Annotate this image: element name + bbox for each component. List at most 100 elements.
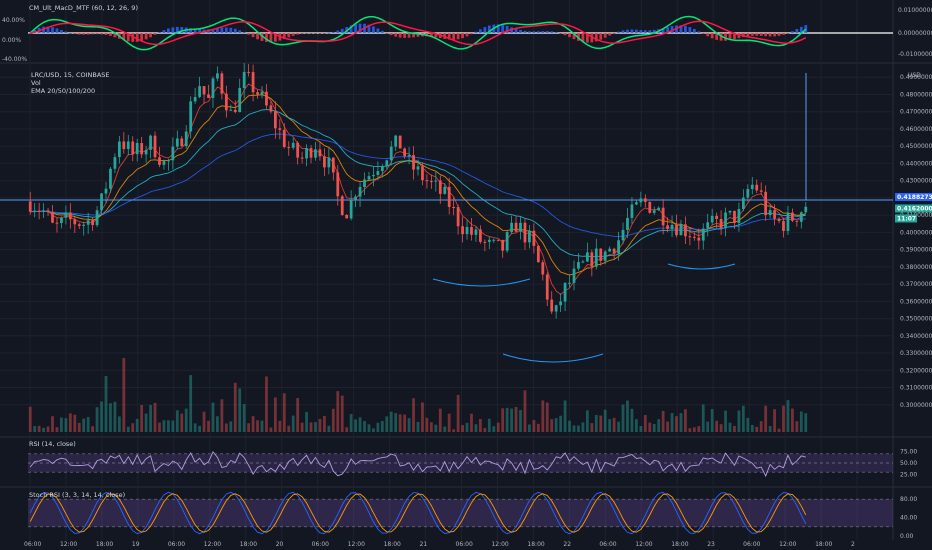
volume-bar (773, 409, 776, 432)
macd-histogram-bar (242, 32, 246, 33)
volume-bar (630, 408, 634, 432)
candle-body (82, 224, 86, 226)
macd-histogram-bar (260, 33, 264, 41)
volume-bar (452, 429, 456, 432)
macd-histogram-bar (724, 33, 727, 41)
pattern-arc (502, 353, 604, 363)
candle-body (86, 220, 90, 225)
volume-bar (523, 390, 527, 432)
macd-histogram-bar (599, 33, 603, 40)
macd-tick-label: -0.01000000 (898, 51, 932, 58)
volume-bar (291, 415, 295, 432)
volume-bar (171, 420, 175, 432)
price-tag (895, 192, 932, 201)
stoch-d-line (29, 493, 807, 533)
candle-body (229, 109, 233, 111)
volume-bar (724, 410, 727, 432)
volume-bar (122, 358, 126, 432)
candle-body (269, 105, 273, 112)
candle-body (648, 201, 652, 213)
candle-body (626, 217, 629, 230)
volume-bar (60, 417, 63, 432)
ema-label: EMA 20/50/100/200 (31, 87, 95, 95)
candle-body (202, 86, 206, 95)
candle-body (300, 157, 304, 159)
candle-body (768, 210, 772, 216)
macd-histogram-bar (630, 29, 634, 33)
volume-bar (193, 423, 197, 432)
volume-bar (398, 414, 402, 432)
rsi-tick-label: 75.00 (900, 449, 917, 456)
macd-histogram-bar (220, 27, 224, 33)
macd-histogram-bar (479, 29, 482, 33)
candle-body (380, 166, 384, 172)
candle-body (104, 188, 108, 194)
volume-bar (260, 420, 264, 432)
macd-histogram-bar (684, 25, 687, 33)
volume-bar (528, 424, 531, 432)
candle-body (171, 146, 175, 161)
rsi-tick-label: 25.00 (900, 472, 917, 479)
candle-body (323, 156, 326, 168)
macd-left-tick-label: 0.00% (2, 37, 21, 44)
macd-histogram-bar (224, 27, 228, 33)
volume-bar (184, 408, 188, 432)
volume-bar (559, 415, 563, 432)
macd-histogram-bar (465, 33, 469, 37)
macd-histogram-bar (86, 33, 90, 35)
candle-body (233, 109, 237, 113)
macd-histogram-bar (456, 33, 460, 40)
macd-histogram-bar (786, 33, 790, 34)
main-price-pane (0, 63, 893, 432)
volume-bar (385, 416, 389, 432)
volume-bar (345, 427, 349, 432)
candle-body (211, 78, 215, 98)
candle-body (265, 91, 268, 106)
macd-histogram-bar (305, 33, 308, 34)
macd-histogram-bar (733, 33, 736, 40)
macd-histogram-bar (180, 26, 184, 33)
volume-bar (492, 426, 496, 432)
candle-body (60, 217, 63, 224)
macd-histogram-bar (367, 24, 371, 33)
volume-bar (626, 400, 629, 432)
macd-histogram-bar (496, 24, 500, 33)
candle-body (741, 197, 745, 210)
volume-bar (282, 393, 286, 432)
macd-histogram-bar (162, 30, 166, 33)
time-tick-label: 19 (132, 541, 140, 548)
macd-histogram-bar (198, 29, 201, 33)
macd-histogram-bar (100, 33, 103, 35)
candle-body (296, 142, 300, 158)
macd-histogram-bar (323, 33, 326, 34)
candle-body (657, 207, 661, 211)
macd-left-tick-label: -40.00% (2, 56, 27, 63)
volume-bar (737, 410, 741, 432)
macd-histogram-bar (380, 30, 384, 33)
volume-bar (487, 418, 491, 432)
macd-histogram-bar (193, 28, 197, 33)
candle-body (519, 222, 522, 232)
volume-label: Vol (31, 79, 41, 87)
time-tick-label: 06:00 (743, 541, 760, 548)
candle-body (117, 141, 121, 158)
candle-body (456, 207, 460, 227)
candle-body (492, 239, 496, 241)
candle-body (701, 228, 705, 241)
candle-body (563, 283, 567, 302)
macd-histogram-bar (77, 33, 81, 35)
candle-body (621, 229, 625, 241)
volume-bar (314, 422, 317, 432)
macd-histogram-bar (64, 31, 68, 33)
candle-body (697, 237, 701, 241)
macd-histogram-bar (541, 31, 545, 33)
macd-title: CM_Ult_MacD_MTF (60, 12, 26, 9) (29, 4, 138, 12)
volume-bar (581, 422, 585, 432)
macd-histogram-bar (403, 33, 407, 38)
candle-body (715, 215, 719, 219)
candle-body (706, 222, 710, 229)
time-tick-label: 12:00 (348, 541, 365, 548)
candle-body (394, 135, 398, 147)
